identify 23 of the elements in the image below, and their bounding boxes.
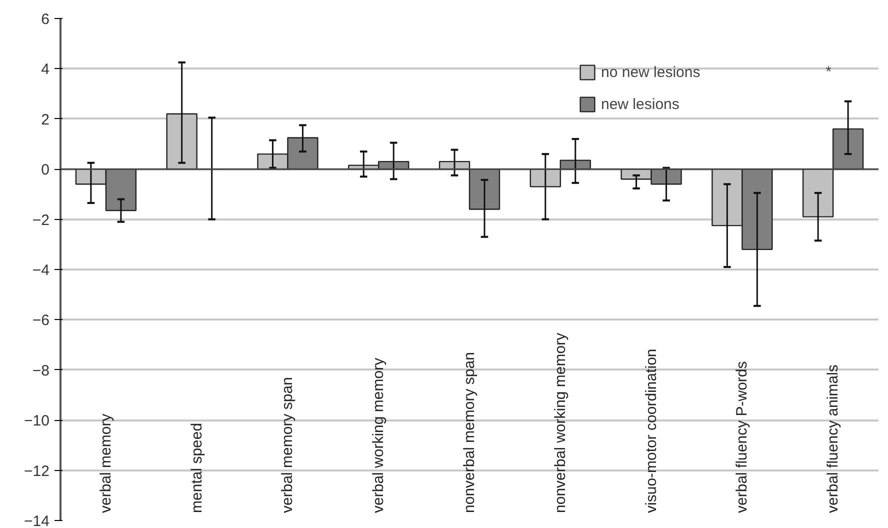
x-tick-label: verbal memory [97,413,114,513]
x-tick-label: verbal fluency animals [824,364,842,513]
x-tick-label: nonverbal memory span [461,352,478,513]
y-tick-label: 6 [41,11,50,28]
annotation: * [826,64,832,80]
y-tick-label: −14 [24,513,50,528]
x-tick-label: nonverbal working memory [552,332,569,513]
y-tick-label: 2 [41,111,50,128]
x-tick-label: verbal fluency P-words [734,361,751,513]
y-tick-label: 4 [41,61,50,78]
legend-label: new lesions [601,96,680,112]
x-tick-label: verbal memory span [279,377,296,513]
y-tick-label: −6 [32,312,50,330]
y-tick-label: 0 [41,162,50,179]
legend-label: no new lesions [601,64,700,80]
x-tick-label: verbal working memory [370,357,388,513]
y-tick-label: −2 [32,212,50,229]
x-tick-label: visuo-motor coordination [642,348,660,513]
y-tick-label: −10 [24,412,50,430]
y-tick-label: −4 [32,262,50,279]
y-tick-label: −12 [24,462,50,480]
x-tick-label: mental speed [188,422,206,513]
y-tick-label: −8 [32,362,50,380]
